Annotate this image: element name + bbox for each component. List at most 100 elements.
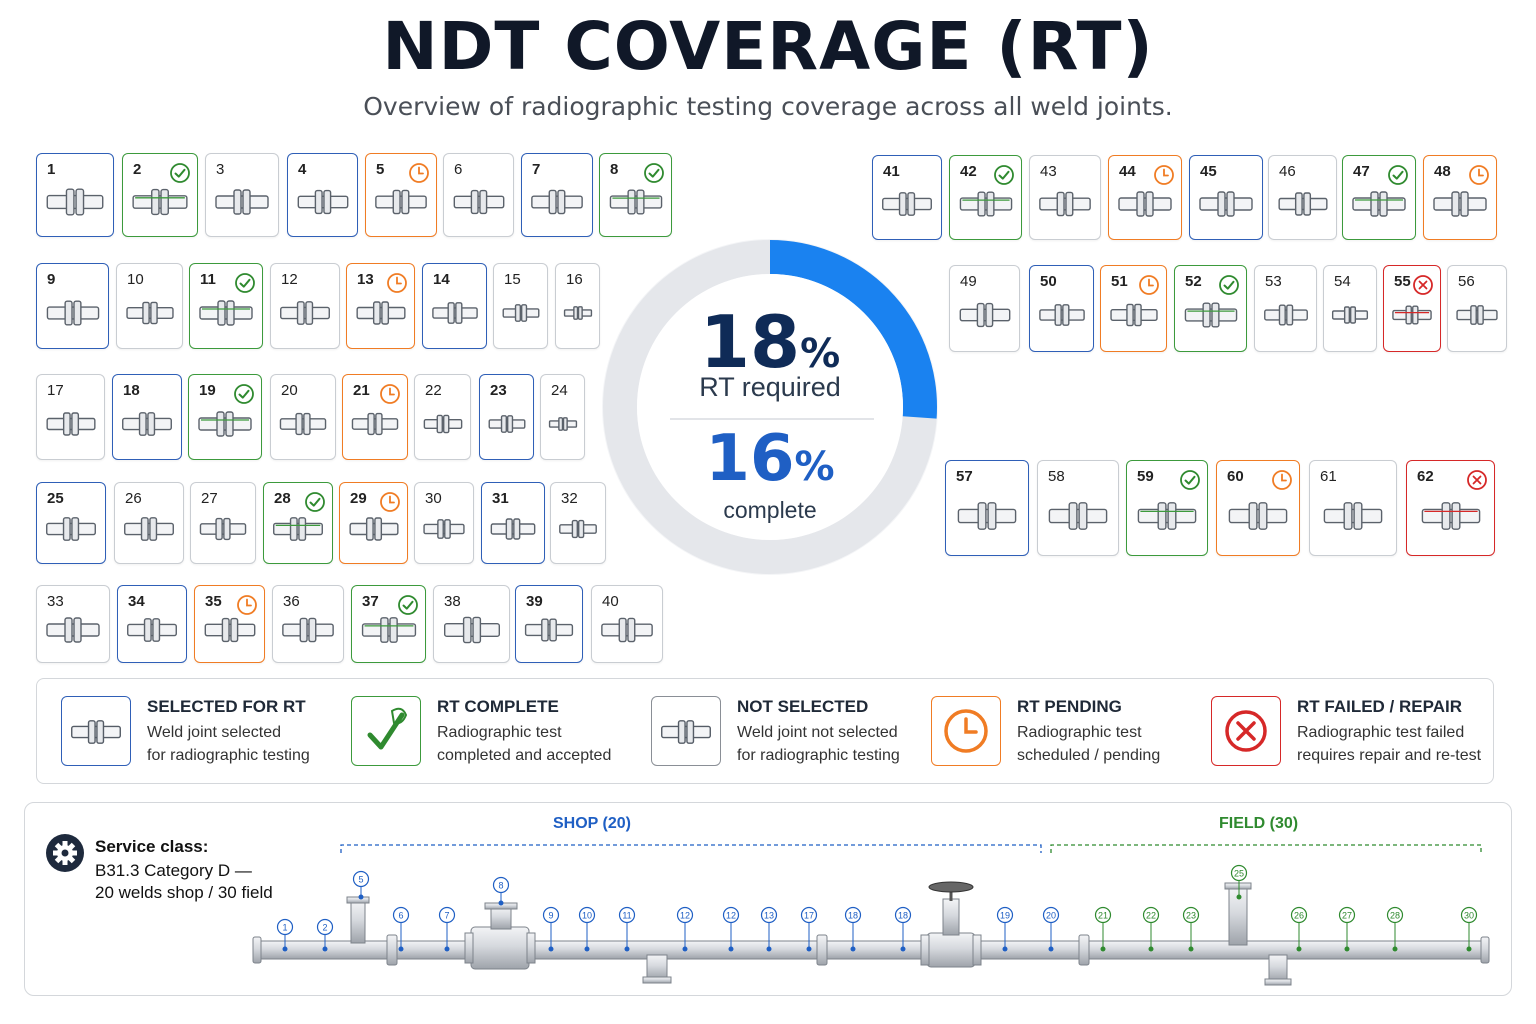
weld-joint-card[interactable]: 25	[36, 482, 106, 564]
weld-joint-card[interactable]: 40	[591, 585, 663, 663]
weld-joint-card[interactable]: 43	[1029, 155, 1101, 240]
weld-joint-icon	[957, 501, 1017, 530]
weld-joint-card[interactable]: 11	[189, 263, 263, 349]
weld-marker[interactable]: 17	[800, 906, 818, 952]
weld-marker[interactable]: 26	[1290, 906, 1308, 952]
weld-joint-card[interactable]: 17	[36, 374, 105, 460]
weld-joint-icon	[127, 618, 177, 642]
weld-marker[interactable]: 21	[1094, 906, 1112, 952]
weld-joint-card[interactable]: 45	[1189, 155, 1263, 240]
weld-joint-card[interactable]: 47	[1342, 155, 1416, 240]
weld-joint-card[interactable]: 20	[270, 374, 336, 460]
weld-joint-card[interactable]: 62	[1406, 460, 1495, 556]
weld-joint-card[interactable]: 28	[263, 482, 333, 564]
weld-joint-card[interactable]: 21	[342, 374, 408, 460]
weld-marker[interactable]: 9	[542, 906, 560, 952]
weld-joint-card[interactable]: 44	[1108, 155, 1182, 240]
weld-joint-card[interactable]: 41	[872, 155, 942, 240]
weld-joint-card[interactable]: 31	[481, 482, 545, 564]
weld-marker[interactable]: 6	[392, 906, 410, 952]
check-icon	[235, 273, 255, 293]
weld-joint-card[interactable]: 13	[346, 263, 415, 349]
weld-joint-card[interactable]: 55	[1383, 265, 1441, 352]
weld-joint-card[interactable]: 48	[1423, 155, 1497, 240]
weld-marker[interactable]: 11	[618, 906, 636, 952]
weld-joint-card[interactable]: 60	[1216, 460, 1300, 556]
weld-joint-number: 12	[281, 271, 298, 288]
weld-joint-icon	[488, 414, 525, 433]
weld-joint-card[interactable]: 38	[433, 585, 510, 663]
weld-joint-card[interactable]: 8	[599, 153, 672, 237]
weld-marker[interactable]: 10	[578, 906, 596, 952]
weld-joint-card[interactable]: 7	[521, 153, 593, 237]
weld-joint-card[interactable]: 52	[1174, 265, 1247, 352]
weld-joint-card[interactable]: 50	[1029, 265, 1094, 352]
weld-joint-card[interactable]: 23	[479, 374, 534, 460]
weld-joint-card[interactable]: 54	[1323, 265, 1377, 352]
weld-joint-card[interactable]: 22	[414, 374, 471, 460]
weld-marker[interactable]: 23	[1182, 906, 1200, 952]
weld-marker[interactable]: 1	[276, 918, 294, 952]
weld-marker[interactable]: 2	[316, 918, 334, 952]
weld-marker[interactable]: 28	[1386, 906, 1404, 952]
weld-joint-card[interactable]: 27	[190, 482, 256, 564]
weld-joint-card[interactable]: 37	[351, 585, 426, 663]
weld-joint-card[interactable]: 10	[116, 263, 183, 349]
legend-title: NOT SELECTED	[737, 697, 869, 716]
weld-joint-card[interactable]: 14	[422, 263, 487, 349]
weld-joint-card[interactable]: 49	[949, 265, 1020, 352]
weld-joint-card[interactable]: 35	[194, 585, 265, 663]
weld-marker[interactable]: 20	[1042, 906, 1060, 952]
weld-marker[interactable]: 13	[760, 906, 778, 952]
weld-joint-card[interactable]: 53	[1254, 265, 1317, 352]
weld-joint-card[interactable]: 19	[188, 374, 262, 460]
clock-icon	[1154, 165, 1174, 185]
weld-marker[interactable]: 7	[438, 906, 456, 952]
weld-marker[interactable]: 12	[676, 906, 694, 952]
weld-joint-card[interactable]: 16	[555, 263, 600, 349]
weld-joint-card[interactable]: 1	[36, 153, 114, 237]
weld-marker[interactable]: 27	[1338, 906, 1356, 952]
weld-joint-card[interactable]: 12	[270, 263, 340, 349]
weld-joint-card[interactable]: 57	[945, 460, 1029, 556]
weld-marker[interactable]: 8	[492, 876, 510, 906]
weld-joint-card[interactable]: 34	[117, 585, 187, 663]
weld-joint-card[interactable]: 18	[112, 374, 182, 460]
weld-joint-card[interactable]: 58	[1037, 460, 1119, 556]
weld-joint-card[interactable]: 51	[1100, 265, 1167, 352]
weld-joint-card[interactable]: 4	[287, 153, 358, 237]
weld-joint-card[interactable]: 29	[339, 482, 408, 564]
weld-marker[interactable]: 30	[1460, 906, 1478, 952]
weld-joint-card[interactable]: 26	[114, 482, 184, 564]
weld-joint-card[interactable]: 9	[36, 263, 109, 349]
weld-joint-icon	[959, 303, 1010, 328]
weld-joint-card[interactable]: 15	[493, 263, 548, 349]
clock-icon	[1139, 275, 1159, 295]
weld-joint-card[interactable]: 32	[550, 482, 606, 564]
weld-marker[interactable]: 12	[722, 906, 740, 952]
weld-joint-card[interactable]: 33	[36, 585, 110, 663]
weld-joint-card[interactable]: 61	[1309, 460, 1397, 556]
weld-joint-icon	[125, 301, 174, 325]
x-circle-icon	[1413, 275, 1433, 295]
weld-joint-card[interactable]: 3	[205, 153, 279, 237]
weld-marker[interactable]: 25	[1230, 864, 1248, 900]
weld-joint-card[interactable]: 36	[272, 585, 344, 663]
weld-joint-card[interactable]: 30	[414, 482, 474, 564]
weld-marker[interactable]: 18	[844, 906, 862, 952]
weld-joint-card[interactable]: 6	[443, 153, 514, 237]
weld-joint-card[interactable]: 59	[1126, 460, 1208, 556]
weld-joint-card[interactable]: 2	[122, 153, 198, 237]
weld-marker[interactable]: 5	[352, 870, 370, 900]
weld-joint-card[interactable]: 56	[1447, 265, 1507, 352]
weld-joint-card[interactable]: 5	[365, 153, 437, 237]
page-title: NDT COVERAGE (RT)	[382, 8, 1154, 85]
weld-joint-card[interactable]: 24	[540, 374, 585, 460]
weld-marker-label: 6	[398, 911, 403, 921]
weld-joint-card[interactable]: 46	[1268, 155, 1337, 240]
weld-marker[interactable]: 18	[894, 906, 912, 952]
weld-marker[interactable]: 22	[1142, 906, 1160, 952]
weld-marker[interactable]: 19	[996, 906, 1014, 952]
weld-joint-card[interactable]: 39	[515, 585, 583, 663]
weld-joint-card[interactable]: 42	[949, 155, 1022, 240]
